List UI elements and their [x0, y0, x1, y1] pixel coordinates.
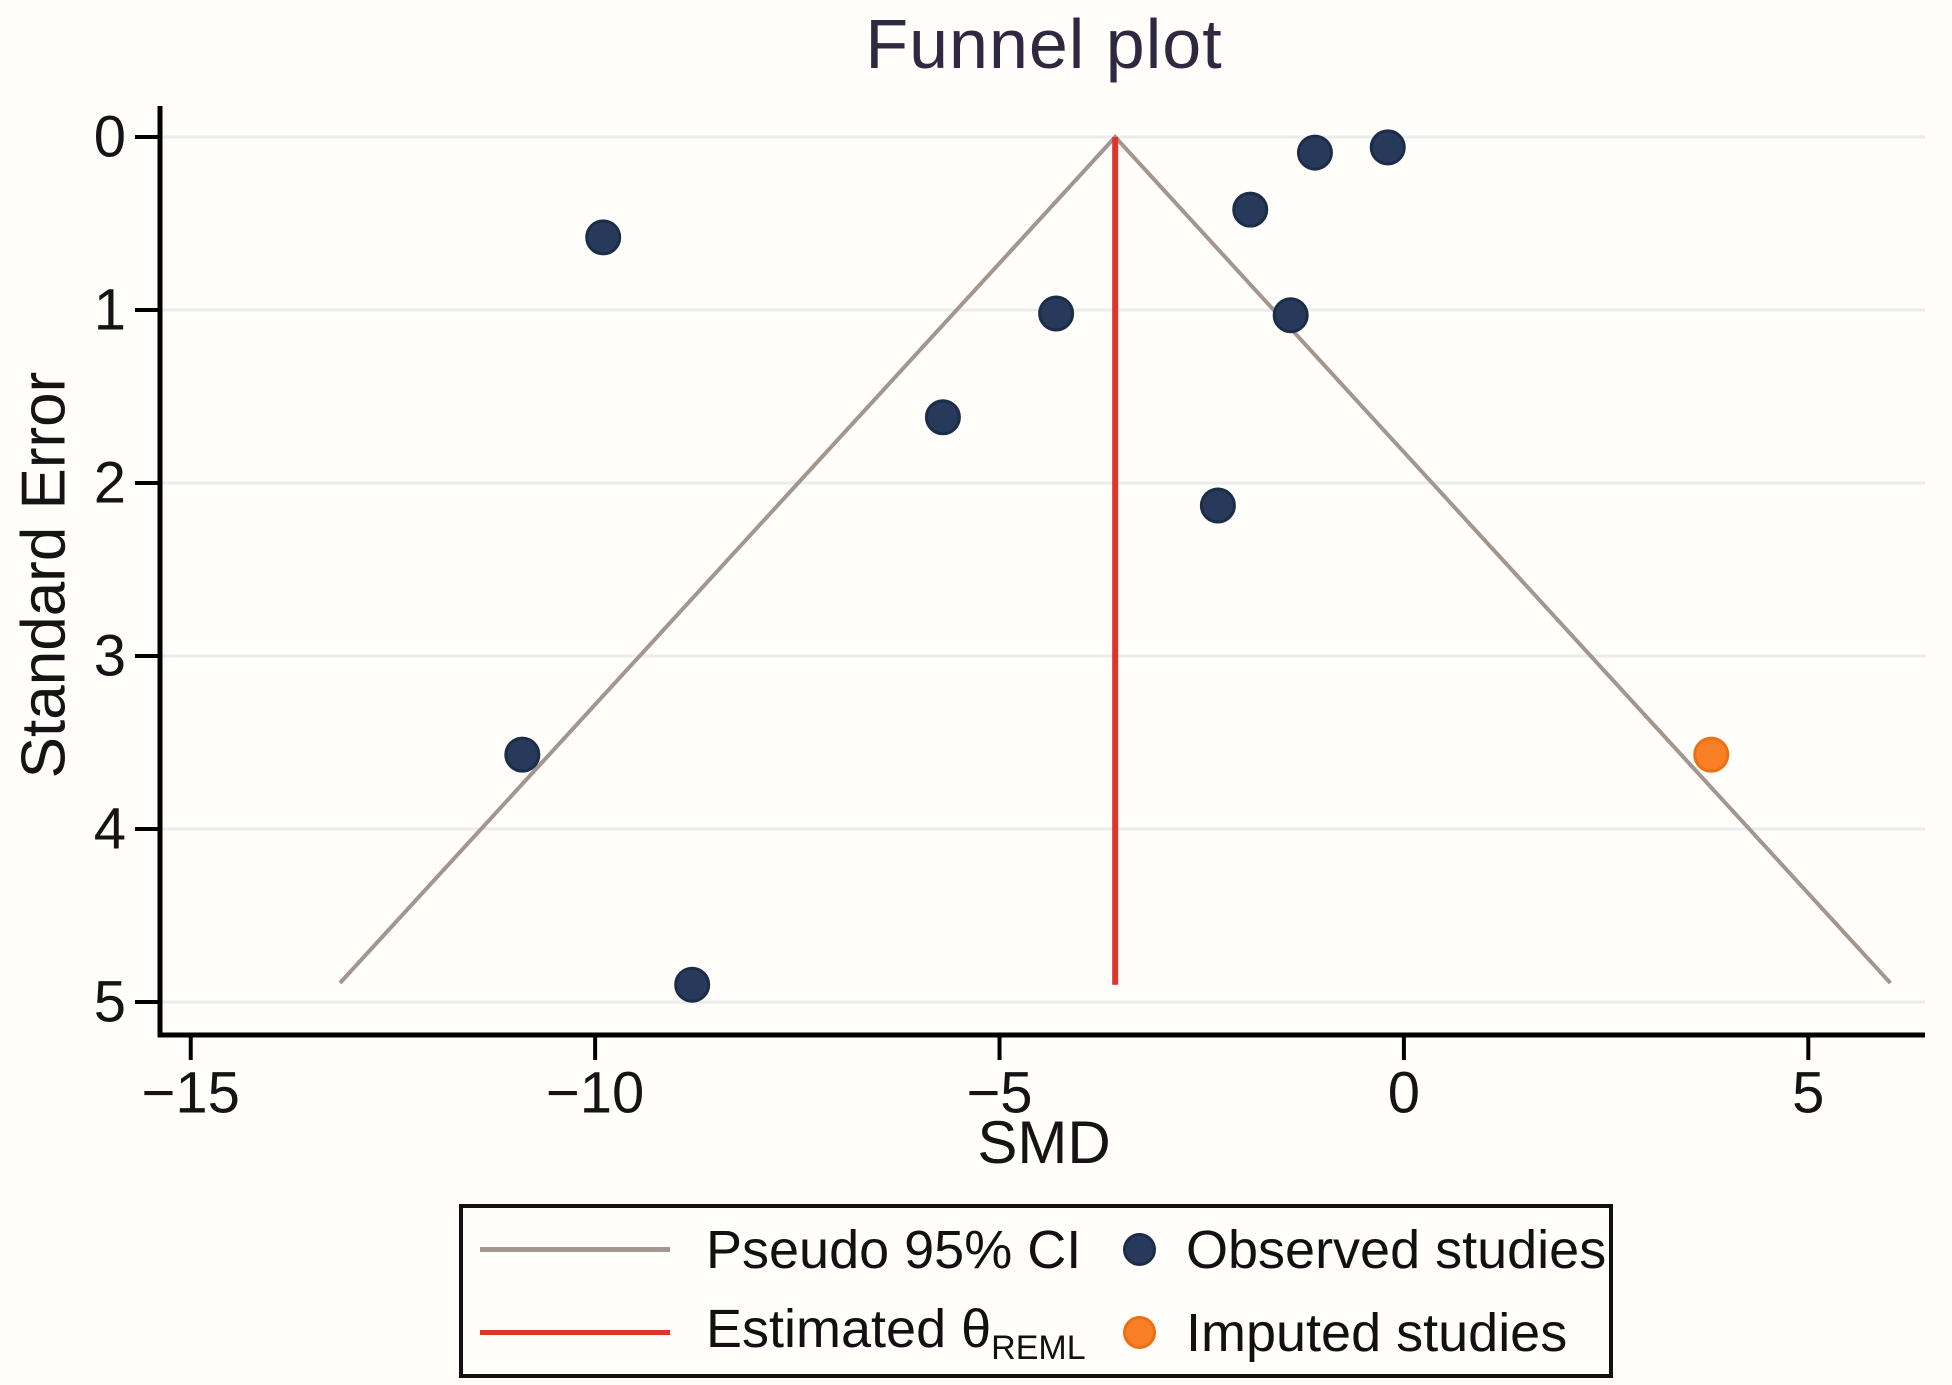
y-tick-label: 0: [94, 105, 126, 170]
imputed-studies-dot-swatch: [1123, 1316, 1156, 1349]
chart-title: Funnel plot: [865, 5, 1223, 83]
observed-study-point: [1272, 297, 1309, 334]
observed-study-point: [674, 966, 711, 1003]
estimated-theta-subscript: REML: [991, 1328, 1086, 1367]
legend-label-pseudo-ci: Pseudo 95% CI: [706, 1219, 1082, 1280]
estimated-theta-line-swatch: [480, 1329, 670, 1335]
observed-study-point: [1369, 129, 1406, 166]
x-tick-label: −10: [546, 1061, 644, 1126]
y-tick-label: 2: [94, 451, 126, 516]
x-axis-title: SMD: [977, 1109, 1111, 1176]
legend-item-estimated-theta: Estimated θREML: [463, 1298, 1123, 1368]
pseudo-ci-line-swatch: [480, 1247, 670, 1252]
legend-label-imputed: Imputed studies: [1186, 1302, 1568, 1363]
estimated-theta-text: Estimated θ: [706, 1298, 992, 1359]
y-tick-label: 5: [94, 970, 126, 1035]
x-tick-label: 5: [1792, 1061, 1824, 1126]
y-tick-label: 3: [94, 624, 126, 689]
legend-label-estimated-theta: Estimated θREML: [706, 1298, 1086, 1368]
observed-study-point: [924, 399, 961, 436]
observed-study-point: [504, 736, 541, 773]
x-tick-label: −15: [142, 1061, 240, 1126]
observed-study-point: [1199, 487, 1236, 524]
observed-studies-dot-swatch: [1123, 1233, 1156, 1266]
legend-item-imputed: Imputed studies: [1123, 1302, 1609, 1364]
legend-item-pseudo-ci: Pseudo 95% CI: [463, 1219, 1123, 1281]
y-tick-label: 1: [94, 278, 126, 343]
legend-label-observed: Observed studies: [1186, 1219, 1607, 1280]
legend: Pseudo 95% CI Observed studies Estimated…: [459, 1204, 1613, 1378]
x-tick-label: −5: [966, 1061, 1032, 1126]
x-tick-label: 0: [1388, 1061, 1420, 1126]
y-axis-title: Standard Error: [9, 371, 79, 779]
observed-study-point: [585, 219, 622, 256]
imputed-study-point: [1693, 736, 1730, 773]
observed-study-point: [1232, 191, 1269, 228]
observed-study-point: [1038, 295, 1075, 332]
observed-study-point: [1296, 134, 1333, 171]
legend-item-observed: Observed studies: [1123, 1219, 1609, 1281]
y-tick-label: 4: [94, 797, 126, 862]
